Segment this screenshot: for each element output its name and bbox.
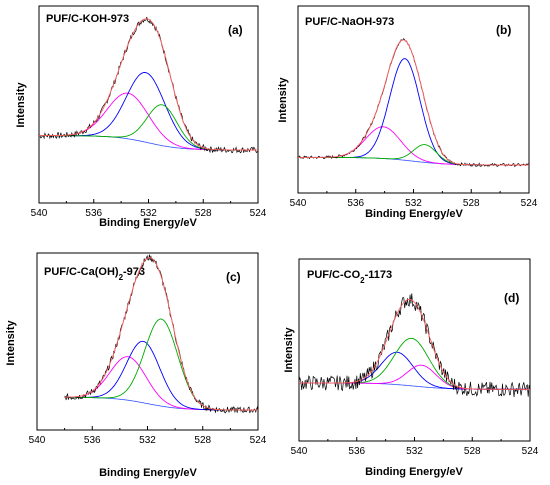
title-part: PUF/C-Ca(OH) xyxy=(44,266,119,278)
title-part: -1173 xyxy=(365,269,393,281)
x-tick-label: 524 xyxy=(250,208,267,219)
curves xyxy=(38,16,259,154)
panel-title: PUF/C-NaOH-973 xyxy=(305,16,394,28)
y-axis-label: Intensity xyxy=(283,327,295,373)
title-part: -973 xyxy=(123,266,145,278)
x-tick-label: 540 xyxy=(31,208,48,219)
x-ticks: 540 536 532 528 524 xyxy=(290,189,538,209)
background-line xyxy=(39,135,258,151)
x-tick-label: 528 xyxy=(463,198,480,209)
x-ticks: 540 536 532 528 524 xyxy=(29,426,267,446)
x-tick-label: 540 xyxy=(290,198,307,209)
y-axis-label: Intensity xyxy=(277,77,289,123)
x-tick-label: 536 xyxy=(84,435,101,446)
curves xyxy=(64,254,259,414)
x-tick-label: 536 xyxy=(85,208,102,219)
fit-component-line xyxy=(299,351,530,390)
raw-spectrum-line xyxy=(38,16,259,154)
background-line xyxy=(64,396,258,411)
fit-component-line xyxy=(298,58,529,166)
x-tick-label: 532 xyxy=(405,198,422,209)
y-axis-label: Intensity xyxy=(15,82,27,128)
panel-title: PUF/C-KOH-973 xyxy=(46,13,129,25)
fit-component-line xyxy=(298,126,529,166)
x-axis-label: Binding Energy/eV xyxy=(365,466,463,478)
x-tick-label: 524 xyxy=(250,435,267,446)
y-axis-label: Intensity xyxy=(5,320,17,366)
x-tick-label: 524 xyxy=(522,446,539,457)
fit-envelope-line xyxy=(64,257,258,411)
x-tick-label: 524 xyxy=(521,198,538,209)
panel-label: (c) xyxy=(226,270,241,284)
fit-envelope-line xyxy=(298,39,529,166)
raw-spectrum-line xyxy=(298,293,531,397)
x-tick-label: 528 xyxy=(194,435,211,446)
x-tick-label: 532 xyxy=(406,446,423,457)
panel-c: PUF/C-Ca(OH)2-973 (c) Intensity Binding … xyxy=(5,252,267,479)
x-axis-label: Binding Energy/eV xyxy=(99,467,197,479)
fit-component-line xyxy=(299,337,530,390)
plot-frame xyxy=(298,258,531,442)
x-tick-label: 540 xyxy=(29,435,46,446)
fit-component-line xyxy=(64,356,258,411)
panel-title: PUF/C-Ca(OH)2-973 xyxy=(44,266,145,282)
title-subscript: 2 xyxy=(360,276,365,285)
x-tick-label: 528 xyxy=(195,208,212,219)
x-tick-label: 532 xyxy=(139,435,156,446)
x-tick-label: 528 xyxy=(464,446,481,457)
x-tick-label: 536 xyxy=(348,446,365,457)
fit-envelope-line xyxy=(299,298,530,390)
panel-a: PUF/C-KOH-973 (a) Intensity Binding Ener… xyxy=(15,5,267,229)
curves xyxy=(297,38,530,168)
x-ticks: 540 536 532 528 524 xyxy=(31,199,267,219)
panel-label: (a) xyxy=(228,23,243,37)
fit-envelope-line xyxy=(39,18,258,151)
plot-frame xyxy=(38,5,259,204)
x-ticks: 540 536 532 528 524 xyxy=(291,437,539,457)
panel-d: PUF/C-CO2-1173 (d) Intensity Binding Ene… xyxy=(283,258,539,478)
x-tick-label: 536 xyxy=(347,198,364,209)
panel-label: (d) xyxy=(504,291,519,305)
title-part: PUF/C-CO xyxy=(307,269,361,281)
panel-label: (b) xyxy=(496,23,511,37)
title-subscript: 2 xyxy=(119,273,124,282)
x-tick-label: 540 xyxy=(291,446,308,457)
fit-component-line xyxy=(39,72,258,151)
fit-component-line xyxy=(64,318,258,411)
curves xyxy=(298,293,531,397)
x-tick-label: 532 xyxy=(140,208,157,219)
x-axis-label: Binding Energy/eV xyxy=(99,217,197,229)
fit-component-line xyxy=(64,340,258,411)
fit-component-line xyxy=(39,92,258,151)
panel-b: PUF/C-NaOH-973 (b) Intensity Binding Ene… xyxy=(277,5,538,220)
panel-title: PUF/C-CO2-1173 xyxy=(307,269,392,285)
x-axis-label: Binding Energy/eV xyxy=(365,208,463,220)
